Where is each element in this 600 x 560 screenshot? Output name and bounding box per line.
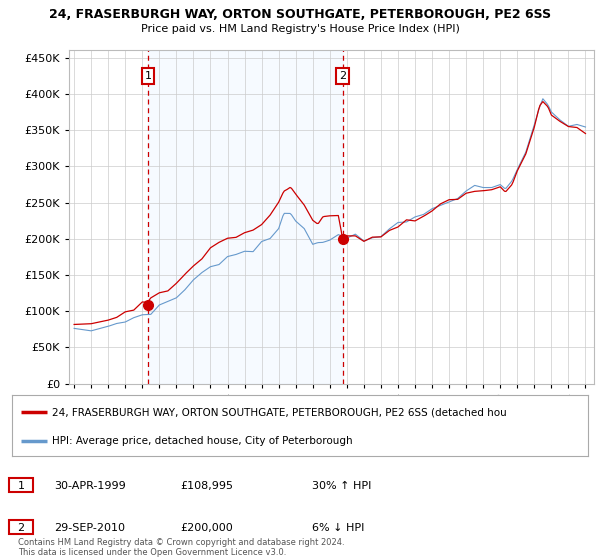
Text: 1: 1 (145, 71, 151, 81)
Text: £200,000: £200,000 (180, 522, 233, 533)
Text: HPI: Average price, detached house, City of Peterborough: HPI: Average price, detached house, City… (52, 436, 353, 446)
Bar (148, 50, 343, 384)
Text: 29-SEP-2010: 29-SEP-2010 (54, 522, 125, 533)
Text: 2: 2 (339, 71, 346, 81)
Text: 24, FRASERBURGH WAY, ORTON SOUTHGATE, PETERBOROUGH, PE2 6SS: 24, FRASERBURGH WAY, ORTON SOUTHGATE, PE… (49, 8, 551, 21)
Text: 2: 2 (17, 522, 25, 533)
Text: Contains HM Land Registry data © Crown copyright and database right 2024.
This d: Contains HM Land Registry data © Crown c… (18, 538, 344, 557)
Text: 30-APR-1999: 30-APR-1999 (54, 480, 126, 491)
Text: 1: 1 (17, 480, 25, 491)
Text: Price paid vs. HM Land Registry's House Price Index (HPI): Price paid vs. HM Land Registry's House … (140, 24, 460, 34)
Text: £108,995: £108,995 (180, 480, 233, 491)
Text: 6% ↓ HPI: 6% ↓ HPI (312, 522, 364, 533)
Text: 30% ↑ HPI: 30% ↑ HPI (312, 480, 371, 491)
Text: 24, FRASERBURGH WAY, ORTON SOUTHGATE, PETERBOROUGH, PE2 6SS (detached hou: 24, FRASERBURGH WAY, ORTON SOUTHGATE, PE… (52, 407, 507, 417)
